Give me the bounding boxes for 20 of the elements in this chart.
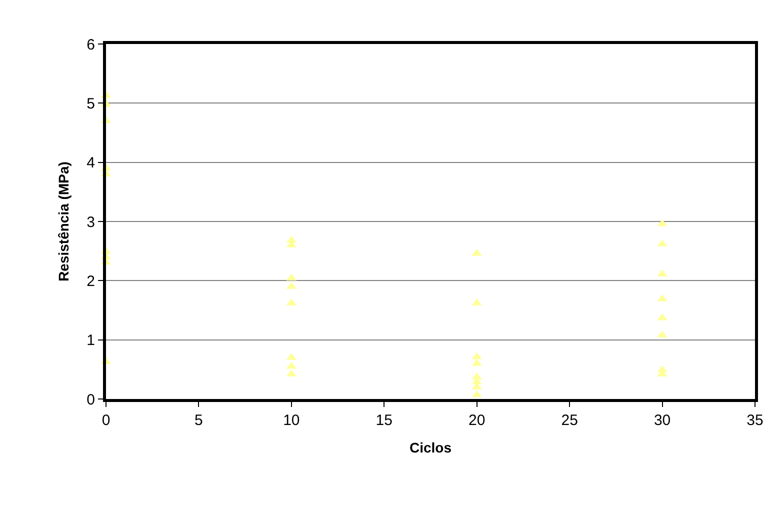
y-tick-label: 2	[86, 272, 95, 290]
x-tick-label: 25	[561, 412, 578, 429]
point	[657, 219, 668, 226]
y-tick-label: 4	[86, 154, 95, 172]
y-tick-label: 0	[86, 391, 95, 408]
x-tick-label: 15	[376, 412, 392, 429]
point	[657, 239, 668, 246]
y-tick-label: 3	[86, 214, 95, 231]
x-tick-label: 10	[283, 412, 300, 429]
y-tick-label: 1	[86, 332, 95, 350]
point	[657, 313, 668, 320]
y-tick-label: 6	[86, 36, 95, 54]
x-tick-label: 5	[194, 412, 203, 429]
y-tick-label: 5	[86, 95, 95, 112]
x-tick-label: 20	[468, 412, 486, 429]
x-tick-label: 0	[102, 412, 110, 429]
x-tick-label: 35	[746, 412, 764, 429]
y-axis-title: Resistência (MPa)	[55, 162, 72, 282]
x-tick-label: 30	[654, 412, 671, 429]
x-axis-title: Ciclos	[409, 439, 452, 456]
